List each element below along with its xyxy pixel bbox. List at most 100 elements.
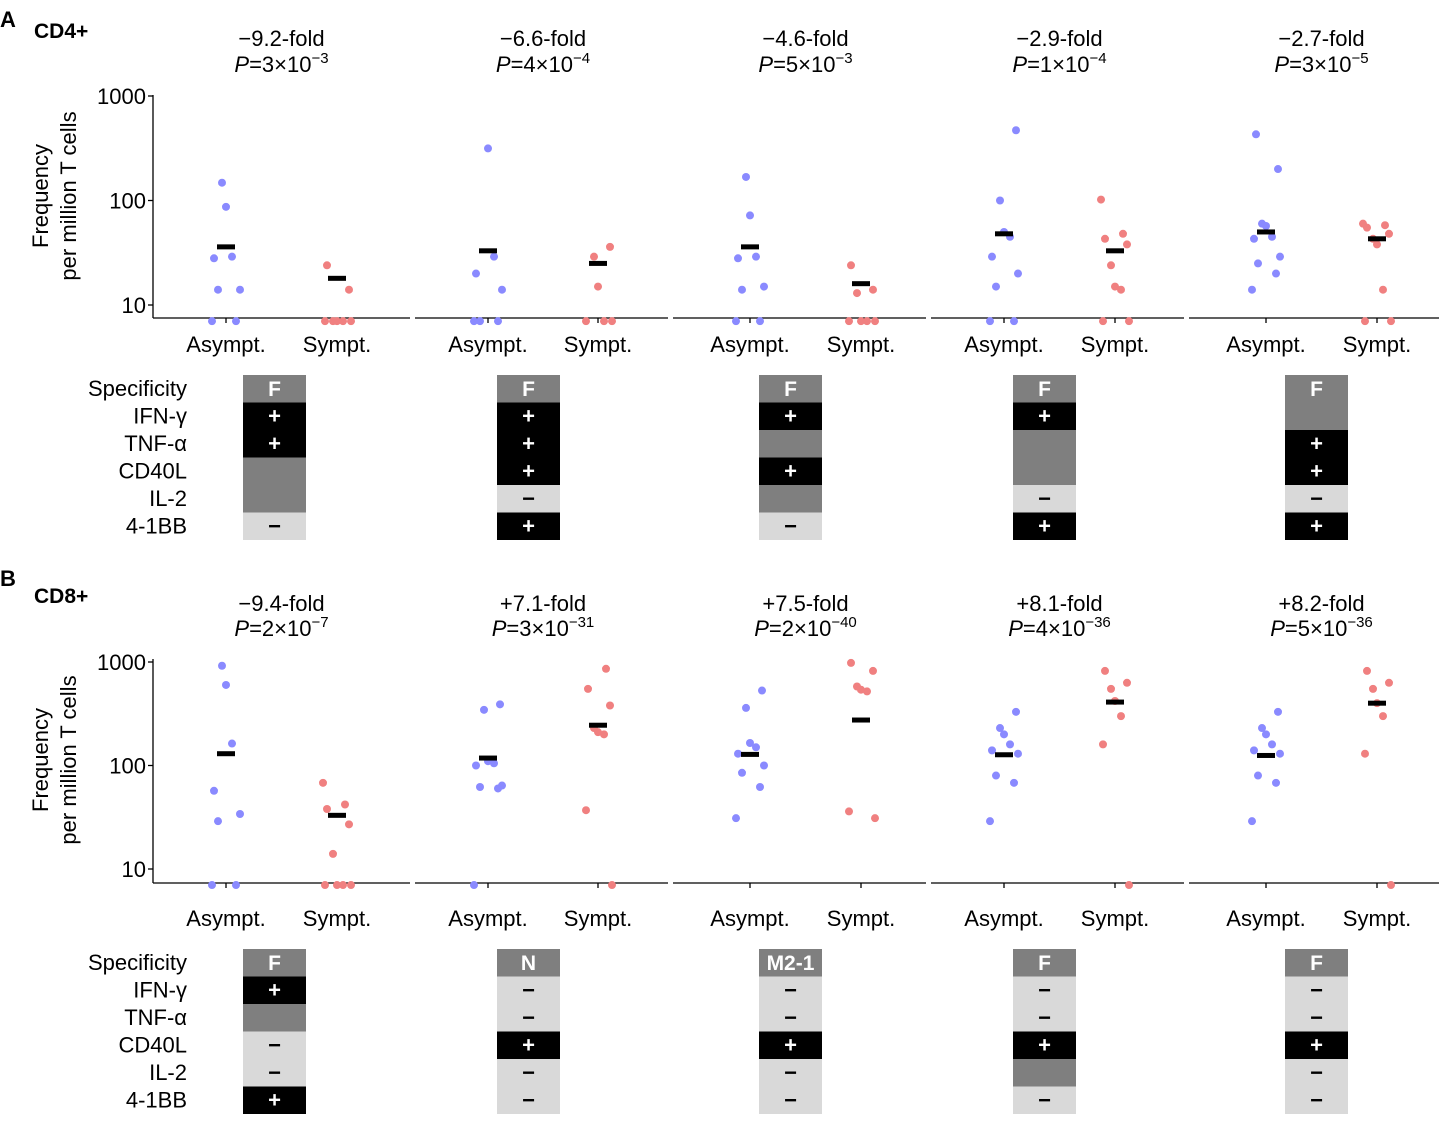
data-point-asympt bbox=[490, 252, 498, 261]
data-point-sympt bbox=[1379, 285, 1387, 294]
phenotype-table-column: F + − + bbox=[1013, 375, 1076, 540]
marker-cell bbox=[1013, 1004, 1076, 1032]
marker-symbol: + bbox=[522, 459, 535, 484]
median-bar-asympt bbox=[217, 244, 235, 250]
marker-symbol: − bbox=[784, 514, 797, 539]
x-tick-label-sympt: Sympt. bbox=[564, 906, 632, 931]
marker-cell bbox=[243, 430, 306, 458]
data-point-asympt bbox=[1274, 165, 1282, 174]
table-row-label: CD40L bbox=[119, 1033, 187, 1058]
p-value-label: P=5×10−3 bbox=[758, 50, 852, 77]
data-point-asympt bbox=[210, 786, 218, 795]
data-point-sympt bbox=[606, 701, 614, 710]
marker-symbol: − bbox=[268, 1033, 281, 1058]
marker-symbol: + bbox=[522, 1033, 535, 1058]
data-point-asympt bbox=[1254, 259, 1262, 268]
table-row-label: TNF-α bbox=[124, 1005, 187, 1030]
data-point-asympt bbox=[214, 817, 222, 826]
data-point-sympt bbox=[600, 317, 608, 326]
data-point-sympt bbox=[847, 261, 855, 270]
fold-change-label: +8.1-fold bbox=[1016, 591, 1102, 616]
marker-cell bbox=[1013, 1086, 1076, 1114]
marker-cell bbox=[1285, 1004, 1348, 1032]
data-point-sympt bbox=[1123, 678, 1131, 687]
data-point-sympt bbox=[321, 317, 329, 326]
median-bar-asympt bbox=[1257, 229, 1275, 235]
data-point-sympt bbox=[345, 820, 353, 829]
y-tick-label: 1000 bbox=[97, 84, 146, 109]
data-point-sympt bbox=[590, 252, 598, 261]
data-point-sympt bbox=[1361, 749, 1369, 758]
data-point-sympt bbox=[1119, 229, 1127, 238]
data-point-sympt bbox=[1111, 282, 1119, 291]
marker-cell bbox=[497, 512, 560, 540]
p-value-label: P=4×10−4 bbox=[496, 50, 590, 77]
x-tick-label-sympt: Sympt. bbox=[1081, 906, 1149, 931]
data-point-asympt bbox=[1272, 778, 1280, 787]
data-point-sympt bbox=[1363, 666, 1371, 675]
marker-cell bbox=[759, 1086, 822, 1114]
data-point-sympt bbox=[1107, 684, 1115, 693]
y-tick-label: 100 bbox=[109, 754, 146, 779]
marker-cell bbox=[759, 512, 822, 540]
data-point-sympt bbox=[853, 289, 861, 298]
data-point-asympt bbox=[470, 317, 478, 326]
table-row-label: IL-2 bbox=[149, 1060, 187, 1085]
panel-letter: B bbox=[0, 566, 16, 591]
x-tick-label-asympt: Asympt. bbox=[1226, 906, 1305, 931]
data-point-sympt bbox=[329, 849, 337, 858]
p-value-label: P=3×10−3 bbox=[234, 50, 328, 77]
marker-symbol: − bbox=[784, 1088, 797, 1113]
median-bar-sympt bbox=[852, 281, 870, 287]
x-tick-label-asympt: Asympt. bbox=[1226, 332, 1305, 357]
data-point-sympt bbox=[853, 682, 861, 691]
panel-title: CD4+ bbox=[34, 20, 88, 43]
marker-cell bbox=[759, 457, 822, 485]
specificity-cell bbox=[243, 375, 306, 403]
marker-cell bbox=[1013, 485, 1076, 513]
specificity-cell bbox=[497, 949, 560, 977]
marker-cell bbox=[497, 1059, 560, 1087]
marker-cell bbox=[497, 402, 560, 430]
median-bar-sympt bbox=[328, 275, 346, 281]
data-point-asympt bbox=[472, 761, 480, 770]
marker-cell bbox=[759, 1031, 822, 1059]
marker-cell bbox=[497, 430, 560, 458]
data-point-asympt bbox=[1272, 269, 1280, 278]
marker-symbol: + bbox=[522, 514, 535, 539]
marker-cell bbox=[497, 976, 560, 1004]
marker-symbol: + bbox=[1038, 1033, 1051, 1058]
fold-change-label: −9.2-fold bbox=[238, 26, 324, 51]
data-point-sympt bbox=[600, 730, 608, 739]
marker-symbol: − bbox=[1038, 978, 1051, 1003]
data-point-sympt bbox=[863, 687, 871, 696]
data-point-asympt bbox=[476, 317, 484, 326]
data-point-asympt bbox=[214, 285, 222, 294]
x-tick-label-asympt: Asympt. bbox=[448, 332, 527, 357]
marker-symbol: + bbox=[1038, 514, 1051, 539]
fold-change-label: −2.7-fold bbox=[1278, 26, 1364, 51]
marker-cell bbox=[759, 1004, 822, 1032]
marker-cell bbox=[1013, 1059, 1076, 1087]
marker-cell bbox=[243, 512, 306, 540]
x-tick-label-sympt: Sympt. bbox=[1343, 332, 1411, 357]
y-tick-label: 100 bbox=[109, 189, 146, 214]
data-point-sympt bbox=[347, 881, 355, 890]
p-value-label: P=3×10−5 bbox=[1274, 50, 1368, 77]
marker-symbol: − bbox=[522, 1060, 535, 1085]
data-point-sympt bbox=[606, 242, 614, 251]
marker-cell bbox=[759, 1059, 822, 1087]
table-row-label: 4-1BB bbox=[126, 514, 187, 539]
data-point-asympt bbox=[1000, 730, 1008, 739]
p-value-label: P=3×10−31 bbox=[492, 614, 595, 641]
data-point-sympt bbox=[345, 285, 353, 294]
data-point-sympt bbox=[1107, 261, 1115, 270]
specificity-cell bbox=[1013, 375, 1076, 403]
data-point-sympt bbox=[871, 814, 879, 823]
data-point-sympt bbox=[602, 664, 610, 673]
data-point-sympt bbox=[847, 658, 855, 667]
phenotype-table-column: F++−+ bbox=[1285, 375, 1348, 540]
